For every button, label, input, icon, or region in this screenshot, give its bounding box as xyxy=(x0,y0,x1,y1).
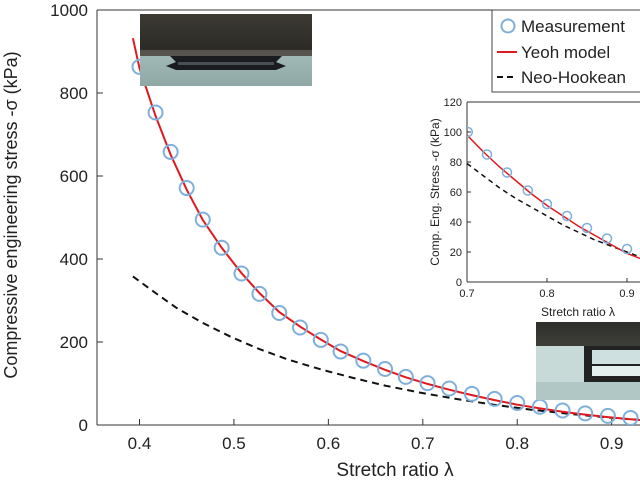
inset-measurement-point xyxy=(601,233,613,244)
inset-measurement-point xyxy=(501,167,513,178)
main-measurement-point xyxy=(377,360,394,377)
inset-measurement-point xyxy=(467,126,474,138)
inset-y-tick-label: 20 xyxy=(450,247,462,259)
main-measurement-point xyxy=(332,343,349,360)
main-y-tick-label: 1000 xyxy=(50,1,88,20)
specimen-photo-compressed xyxy=(140,14,312,86)
legend-label-measurement: Measurement xyxy=(521,17,625,36)
inset-y-axis-label: Comp. Eng. Stress -σ (kPa) xyxy=(428,118,442,265)
main-measurement-point xyxy=(292,319,309,336)
inset-x-ticks: 0.7 0.8 0.9 xyxy=(459,278,635,300)
main-measurement-point xyxy=(178,180,195,197)
main-y-tick-label: 0 xyxy=(79,416,88,435)
specimen-photo-stretched xyxy=(536,322,640,400)
main-measurement-point xyxy=(599,407,616,424)
main-x-axis-label: Stretch ratio λ xyxy=(336,460,454,480)
main-measurement-point xyxy=(622,409,639,425)
main-measurement-point xyxy=(213,239,230,256)
main-measurement-point xyxy=(441,380,458,397)
main-measurement-point xyxy=(312,331,329,348)
inset-y-tick-label: 80 xyxy=(450,157,462,169)
inset-measurement-point xyxy=(561,210,573,222)
main-y-tick-label: 600 xyxy=(60,167,88,186)
inset-measurement-point xyxy=(621,243,633,255)
main-measurement-point xyxy=(509,395,526,412)
inset-yeoh-model-line xyxy=(467,134,640,260)
inset-y-ticks: 0 20 40 60 80 100 120 xyxy=(444,97,471,289)
inset-y-tick-label: 100 xyxy=(444,127,462,139)
main-measurement-point xyxy=(271,304,288,321)
main-x-ticks: 0.4 0.5 0.6 0.7 0.8 0.9 xyxy=(128,419,624,453)
inset-measurement-markers xyxy=(467,126,633,255)
main-y-ticks: 0 200 400 600 800 1000 xyxy=(50,1,103,435)
legend-item-measurement: Measurement xyxy=(500,17,625,36)
main-measurement-point xyxy=(233,265,250,282)
main-x-tick-label: 0.5 xyxy=(222,434,246,453)
main-x-tick-label: 0.8 xyxy=(505,434,529,453)
inset-measurement-point xyxy=(581,222,593,234)
legend: Measurement Yeoh model Neo-Hookean xyxy=(491,9,640,93)
legend-item-yeoh: Yeoh model xyxy=(497,43,610,62)
legend-item-neo-hookean: Neo-Hookean xyxy=(497,68,626,87)
main-measurement-point xyxy=(419,375,436,392)
main-measurement-point xyxy=(463,385,480,402)
main-y-tick-label: 800 xyxy=(60,84,88,103)
inset-y-tick-label: 40 xyxy=(450,217,462,229)
main-x-tick-label: 0.6 xyxy=(317,434,341,453)
inset-chart: 0.7 0.8 0.9 0 20 40 60 80 100 120 Stretch ratio … xyxy=(428,97,640,319)
inset-y-tick-label: 0 xyxy=(456,277,462,289)
main-measurement-point xyxy=(397,368,414,385)
main-measurement-point xyxy=(577,405,594,422)
main-measurement-point xyxy=(251,285,268,302)
main-measurement-point xyxy=(355,352,372,369)
inset-x-tick-label: 0.9 xyxy=(619,288,634,300)
inset-x-tick-label: 0.8 xyxy=(539,288,554,300)
main-measurement-point xyxy=(194,211,211,228)
main-y-tick-label: 400 xyxy=(60,250,88,269)
main-measurement-point xyxy=(486,390,503,407)
inset-measurement-point xyxy=(522,185,534,196)
main-measurement-markers xyxy=(131,58,639,425)
inset-neo-hookean-line xyxy=(467,162,640,258)
main-x-tick-label: 0.4 xyxy=(128,434,152,453)
inset-measurement-point xyxy=(541,198,553,210)
main-x-tick-label: 0.9 xyxy=(600,434,624,453)
legend-label-neo-hookean: Neo-Hookean xyxy=(521,68,626,87)
main-measurement-point xyxy=(162,143,179,160)
inset-y-tick-label: 120 xyxy=(444,97,462,109)
inset-measurement-point xyxy=(481,149,493,160)
main-y-tick-label: 200 xyxy=(60,333,88,352)
main-y-axis-label: Compressive engineering stress -σ (kPa) xyxy=(1,51,21,378)
main-measurement-point xyxy=(147,104,164,121)
main-neo-hookean-line xyxy=(132,275,640,421)
main-x-tick-label: 0.7 xyxy=(411,434,435,453)
inset-y-tick-label: 60 xyxy=(450,187,462,199)
legend-label-yeoh: Yeoh model xyxy=(521,43,610,62)
main-measurement-point xyxy=(554,402,571,419)
inset-x-tick-label: 0.7 xyxy=(459,288,474,300)
inset-x-axis-label: Stretch ratio λ xyxy=(541,305,615,319)
